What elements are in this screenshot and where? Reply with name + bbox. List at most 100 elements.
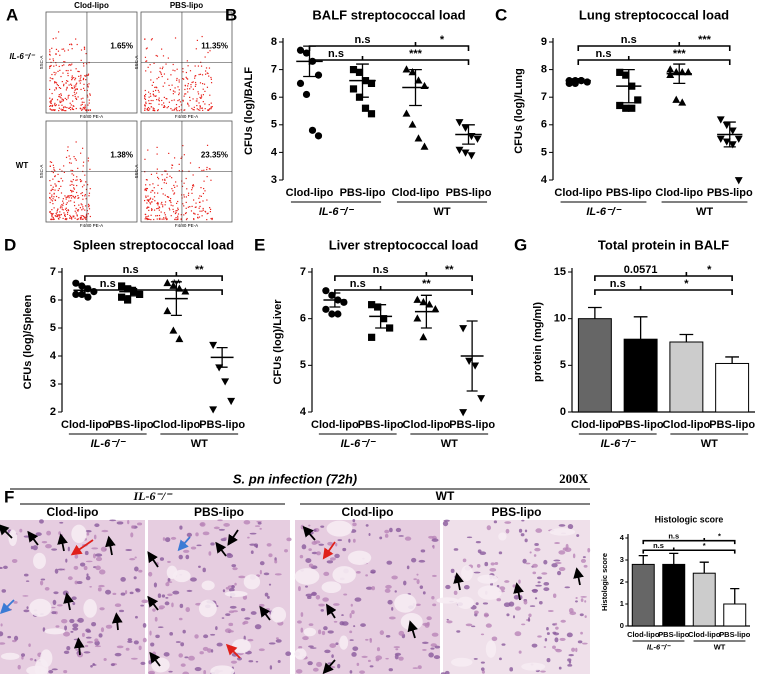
cell-dot	[156, 218, 158, 220]
cell-dot	[206, 166, 208, 169]
tissue-cell	[284, 549, 288, 553]
data-point	[334, 310, 342, 318]
tissue-cell	[110, 663, 115, 667]
bar	[623, 338, 658, 413]
cell-dot	[152, 107, 154, 109]
cell-dot	[210, 179, 212, 181]
alveolar-space	[477, 574, 498, 584]
cell-dot	[157, 178, 160, 180]
cell-dot	[166, 107, 168, 109]
tissue-cell	[554, 622, 558, 626]
tissue-cell	[134, 615, 138, 619]
cell-dot	[85, 188, 88, 191]
data-point	[181, 287, 190, 295]
data-point	[634, 96, 642, 104]
cell-dot	[58, 214, 60, 216]
tissue-cell	[178, 554, 183, 560]
cell-dot	[62, 109, 64, 111]
group-label: IL-6⁻/⁻	[91, 438, 126, 450]
cell-dot	[70, 180, 72, 182]
cell-dot	[150, 79, 152, 81]
y-axis-label: SSC-A	[39, 56, 44, 70]
group-label: IL-6⁻/⁻	[586, 206, 621, 218]
x-tick-label: PBS-lipo	[618, 419, 664, 431]
tissue-cell	[431, 538, 439, 542]
cell-dot	[68, 155, 70, 157]
cell-dot	[192, 88, 194, 90]
cell-dot	[148, 102, 150, 105]
y-tick-label: 4	[620, 533, 625, 542]
tissue-cell	[352, 522, 357, 527]
cell-dot	[71, 78, 73, 80]
group-label: IL-6⁻/⁻	[341, 438, 376, 450]
tissue-cell	[474, 610, 479, 615]
data-point	[459, 409, 468, 417]
tissue-cell	[83, 565, 88, 571]
cell-dot	[163, 96, 165, 99]
tissue-cell	[528, 617, 531, 622]
panel-letter: F	[4, 487, 14, 506]
cell-dot	[189, 162, 192, 164]
tissue-cell	[196, 544, 202, 547]
tissue-cell	[384, 533, 389, 538]
y-tick-label: 4	[271, 146, 278, 158]
data-point	[455, 119, 464, 127]
cell-dot	[60, 213, 62, 216]
cell-dot	[59, 168, 61, 170]
error-bar	[673, 63, 686, 85]
significance-bracket	[84, 286, 223, 295]
annotation-arrow	[177, 536, 191, 552]
cell-dot	[67, 80, 69, 82]
cell-dot	[184, 88, 186, 91]
data-point	[425, 300, 434, 308]
tissue-cell	[547, 609, 554, 613]
tissue-cell	[430, 647, 435, 650]
significance-bracket	[334, 272, 473, 281]
tissue-cell	[540, 670, 546, 673]
data-point	[367, 110, 376, 118]
cell-dot	[144, 98, 147, 100]
error-bar	[216, 346, 228, 368]
tissue-cell	[512, 584, 516, 588]
cell-dot	[58, 94, 60, 96]
significance-label: n.s	[373, 264, 389, 276]
tissue-cell	[471, 625, 476, 628]
tissue-cell	[385, 584, 392, 589]
cell-dot	[191, 187, 194, 189]
cell-dot	[200, 97, 202, 99]
cell-dot	[147, 149, 149, 151]
annotation-arrow	[70, 539, 94, 556]
tissue-cell	[473, 571, 481, 574]
tissue-cell	[50, 606, 56, 609]
cell-dot	[164, 178, 166, 180]
cell-dot	[54, 170, 56, 172]
tissue-cell	[98, 633, 103, 638]
tissue-cell	[534, 597, 538, 600]
error-bar	[638, 554, 648, 565]
cell-dot	[189, 70, 192, 72]
tissue-cell	[220, 538, 227, 542]
cell-dot	[87, 85, 89, 87]
cell-dot	[163, 73, 166, 75]
cell-dot	[84, 106, 86, 108]
data-point	[722, 138, 731, 146]
cell-dot	[155, 89, 157, 92]
cell-dot	[208, 75, 210, 77]
cell-dot	[183, 154, 185, 156]
cell-dot	[89, 109, 91, 111]
x-tick-label: Clod-lipo	[153, 419, 201, 431]
cell-dot	[160, 211, 162, 213]
significance-label: **	[445, 264, 454, 276]
cell-dot	[72, 100, 74, 102]
cell-dot	[74, 195, 77, 198]
tissue-cell	[21, 656, 24, 660]
cell-dot	[208, 104, 210, 106]
cell-dot	[68, 195, 70, 197]
tissue-cell	[534, 542, 539, 546]
cell-dot	[55, 53, 57, 55]
cell-dot	[70, 194, 73, 197]
cell-dot	[55, 53, 57, 55]
tissue-cell	[528, 613, 532, 618]
tissue-cell	[365, 638, 369, 641]
cell-dot	[171, 167, 173, 169]
